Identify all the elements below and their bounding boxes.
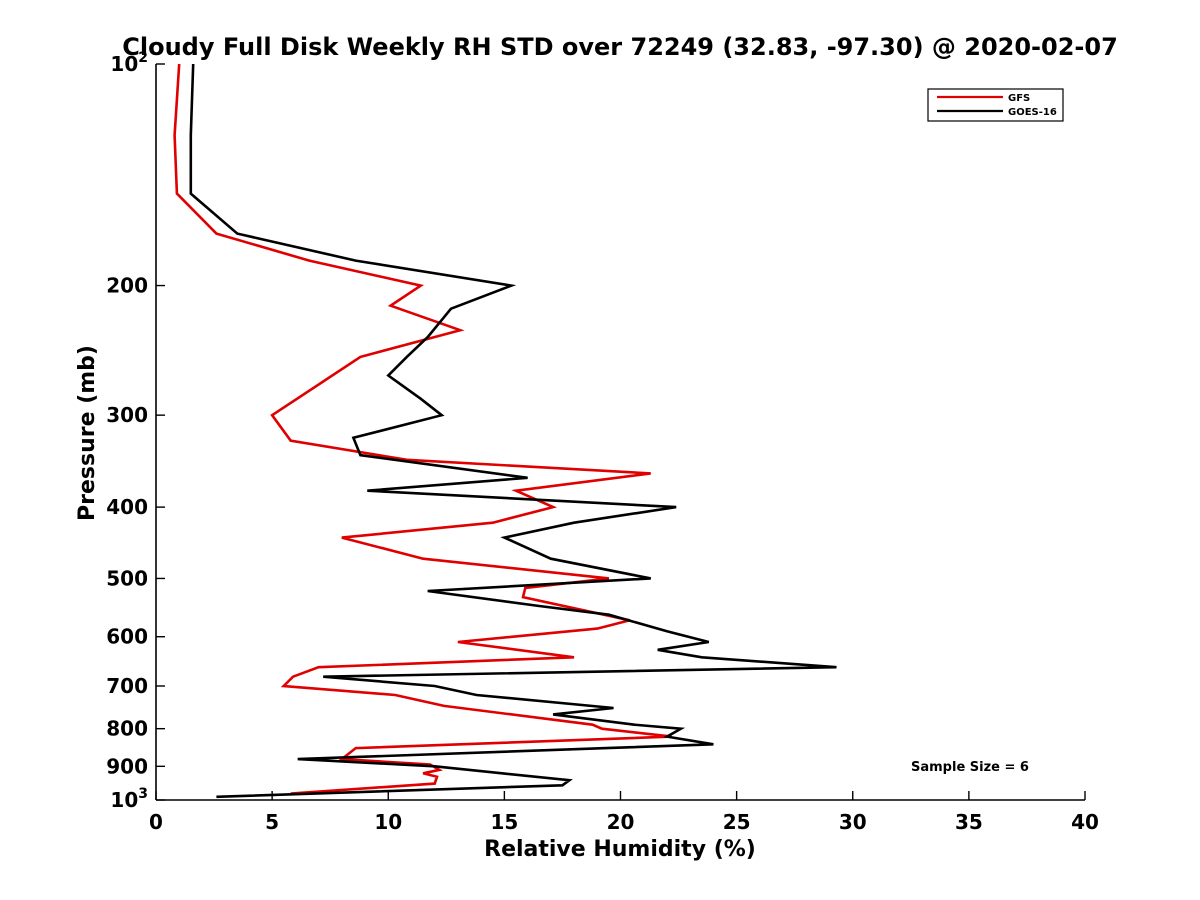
series-line-goes16	[189, 63, 837, 799]
series-line-gfs	[173, 63, 672, 795]
x-axis-label: Relative Humidity (%)	[484, 837, 756, 862]
x-tick-label: 40	[1071, 810, 1099, 834]
y-tick-label: 200	[106, 274, 148, 298]
x-tick-label: 15	[490, 810, 518, 834]
x-tick-label: 30	[839, 810, 867, 834]
x-tick-label: 35	[955, 810, 983, 834]
legend-label-gfs: GFS	[1008, 93, 1030, 104]
x-tick-label: 0	[149, 810, 163, 834]
legend-label-goes16: GOES-16	[1008, 107, 1057, 118]
y-tick-label: 103	[110, 786, 148, 812]
legend: GFS GOES-16	[927, 88, 1064, 122]
y-tick-label: 400	[106, 495, 148, 519]
y-tick-label: 102	[110, 50, 148, 76]
x-tick-label: 10	[374, 810, 402, 834]
chart-title: Cloudy Full Disk Weekly RH STD over 7224…	[122, 33, 1118, 61]
x-tick-label: 25	[723, 810, 751, 834]
y-tick-label: 900	[106, 754, 148, 778]
y-tick-label: 700	[106, 674, 148, 698]
y-ticks: 102 200 300 400 500 600 700 800 900 103	[106, 50, 165, 812]
sample-size-annotation: Sample Size = 6	[911, 760, 1029, 775]
y-tick-label: 600	[106, 625, 148, 649]
y-tick-label: 500	[106, 566, 148, 590]
series-layer	[173, 63, 837, 799]
x-ticks: 0 5 10 15 20 25 30 35 40	[149, 791, 1099, 834]
y-axis-label: Pressure (mb)	[75, 345, 100, 521]
x-tick-label: 5	[265, 810, 279, 834]
x-tick-label: 20	[607, 810, 635, 834]
legend-box	[927, 88, 1064, 122]
y-tick-label: 800	[106, 717, 148, 741]
y-tick-label: 300	[106, 403, 148, 427]
